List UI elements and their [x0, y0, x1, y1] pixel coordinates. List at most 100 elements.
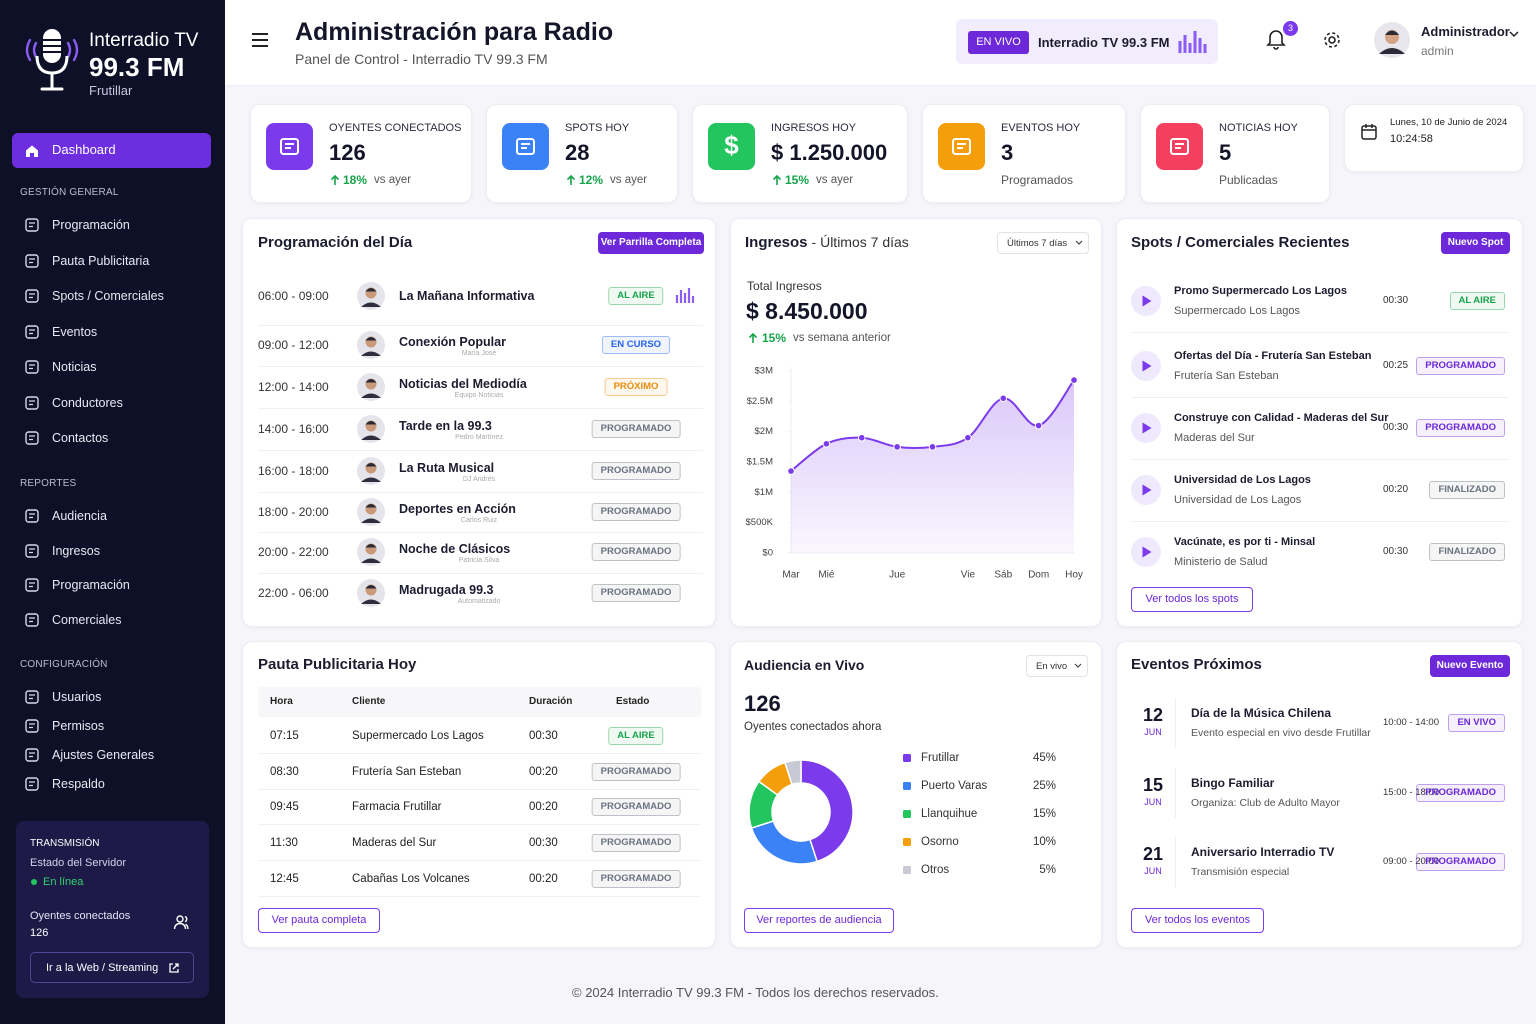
revenue-change: 15%	[762, 331, 787, 345]
stat-icon-shape	[278, 135, 301, 161]
nav-item[interactable]: Permisos	[12, 712, 211, 740]
new-event-button[interactable]: Nuevo Evento	[1430, 655, 1510, 677]
legend-value: 45%	[1033, 752, 1056, 764]
nav-item[interactable]: Noticias	[12, 353, 211, 381]
nav-item[interactable]: Audiencia	[12, 502, 211, 530]
audience-count: 126	[744, 691, 781, 716]
nav-item[interactable]: Comerciales	[12, 606, 211, 634]
event-name: Día de la Música Chilena	[1191, 706, 1332, 720]
nav-item[interactable]: Ajustes Generales	[12, 741, 211, 769]
icon	[25, 218, 39, 232]
stat-change: 12%	[579, 173, 604, 187]
legend-swatch	[903, 810, 911, 818]
cell-client: Farmacia Frutillar	[352, 801, 442, 813]
play-button[interactable]	[1131, 475, 1161, 508]
program-host: Pedro Martínez	[455, 434, 503, 441]
nav-item[interactable]: Eventos	[12, 318, 211, 346]
nav-item[interactable]: Conductores	[12, 389, 211, 417]
audience-selector[interactable]: En vivo	[1026, 655, 1088, 677]
streaming-button[interactable]: Ir a la Web / Streaming	[30, 952, 194, 983]
nav-item[interactable]: Usuarios	[12, 683, 211, 711]
nav-icon	[24, 577, 40, 596]
row-divider	[258, 572, 703, 574]
chevron	[1073, 657, 1083, 679]
event-description: Organiza: Club de Adulto Mayor	[1191, 797, 1340, 809]
on-air-bars	[675, 287, 695, 307]
cell-time: 11:30	[270, 837, 298, 849]
cell-client: Supermercado Los Lagos	[352, 730, 484, 742]
legend-value: 25%	[1033, 780, 1056, 792]
stat-value: 5	[1219, 140, 1232, 165]
cell-time: 12:45	[270, 873, 299, 885]
program-name: Noche de Clásicos	[399, 542, 511, 556]
legend-value: 5%	[1039, 864, 1056, 876]
settings-button[interactable]	[1322, 30, 1342, 53]
user-menu-chevron[interactable]	[1508, 28, 1520, 43]
nav-item[interactable]: Ingresos	[12, 537, 211, 565]
transmission-title: TRANSMISIÓN	[30, 838, 100, 849]
nav-item[interactable]: Respaldo	[12, 770, 211, 798]
pauta-link[interactable]: Ver pauta completa	[258, 908, 380, 933]
events-link[interactable]: Ver todos los eventos	[1131, 908, 1264, 933]
row-divider	[1131, 332, 1509, 333]
nav-item[interactable]: Spots / Comerciales	[12, 282, 211, 310]
play-button[interactable]	[1131, 537, 1161, 570]
user-avatar[interactable]	[1374, 22, 1410, 61]
nav-item[interactable]: Pauta Publicitaria	[12, 247, 211, 275]
nav-icon	[24, 718, 40, 737]
period-selector[interactable]: Últimos 7 días	[997, 232, 1089, 254]
icon	[1131, 351, 1161, 381]
icon	[26, 145, 38, 157]
nav-item[interactable]: Programación	[12, 571, 211, 599]
stat-icon	[938, 123, 985, 170]
host-avatar	[357, 579, 385, 610]
cell-duration: 00:20	[529, 801, 558, 813]
icon	[357, 498, 385, 526]
nav-item[interactable]: Contactos	[12, 424, 211, 452]
live-station: Interradio TV 99.3 FM	[1038, 35, 1170, 50]
schedule-time: 18:00 - 20:00	[258, 505, 329, 519]
play-button[interactable]	[1131, 413, 1161, 446]
spot-duration: 00:25	[1383, 360, 1409, 371]
column-header: Estado	[616, 696, 650, 707]
icon	[357, 373, 385, 401]
schedule-button[interactable]: Ver Parrilla Completa	[598, 232, 704, 254]
row-divider	[258, 824, 701, 825]
revenue-chart: $0 $500K $1M $1.5M $2M $2.5M $3M Mar Mié Jue Vie Sá…	[746, 366, 1083, 581]
y-tick-label: $500K	[746, 517, 774, 528]
new-spot-button[interactable]: Nuevo Spot	[1441, 232, 1510, 254]
play-button[interactable]	[1131, 351, 1161, 384]
nav-icon	[24, 747, 40, 766]
stat-card: SPOTS HOY 28 12% vs ayer	[486, 104, 678, 203]
status-badge: PROGRAMADO	[1416, 784, 1505, 802]
audience-chart: Frutillar 45% Puerto Varas 25% Llanquihue 15%…	[748, 752, 1056, 876]
time-text: 10:24:58	[1390, 133, 1433, 145]
status-badge: PROGRAMADO	[591, 503, 681, 521]
icon	[1509, 31, 1519, 38]
cell-time: 07:15	[270, 730, 299, 742]
play-button[interactable]	[1131, 286, 1161, 319]
audience-link[interactable]: Ver reportes de audiencia	[744, 908, 894, 933]
status-badge: EN VIVO	[1448, 714, 1505, 732]
icon	[357, 579, 385, 607]
nav-item[interactable]: Programación	[12, 211, 211, 239]
event-name: Bingo Familiar	[1191, 776, 1275, 790]
cell-client: Cabañas Los Volcanes	[352, 873, 470, 885]
schedule-time: 06:00 - 09:00	[258, 289, 329, 303]
nav-icon	[24, 143, 40, 162]
notifications-button[interactable]	[1266, 28, 1286, 53]
nav-item-active[interactable]: Dashboard	[12, 133, 211, 168]
legend-swatch	[903, 838, 911, 846]
program-host: Automatizado	[457, 598, 501, 605]
event-month: JUN	[1144, 727, 1162, 737]
program-host: DJ Andrés	[462, 476, 496, 483]
event-day: 21	[1142, 844, 1164, 864]
menu-button[interactable]	[251, 31, 269, 52]
stat-change-label: vs ayer	[610, 174, 648, 186]
spots-link[interactable]: Ver todos los spots	[1131, 587, 1253, 612]
status-badge: PROGRAMADO	[591, 543, 681, 561]
stat-arrow	[565, 174, 577, 189]
program-name: La Ruta Musical	[399, 461, 495, 475]
row-divider	[258, 896, 701, 897]
